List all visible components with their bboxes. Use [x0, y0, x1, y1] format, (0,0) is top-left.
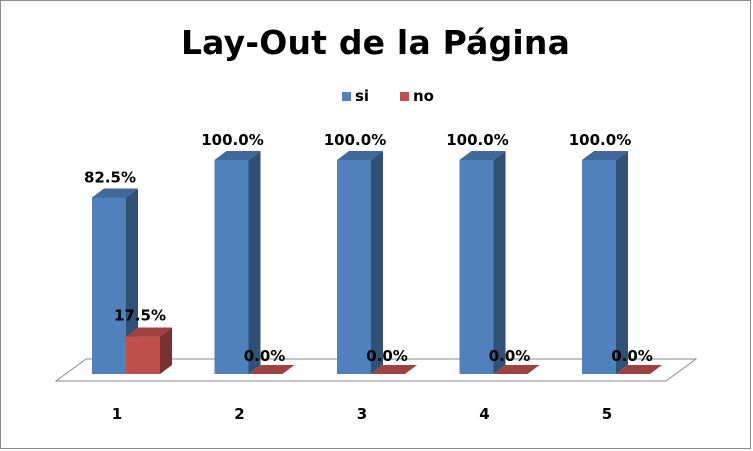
data-label-si-4: 100.0% — [446, 131, 508, 149]
bar-no-1 — [126, 327, 172, 374]
bar-front-face — [337, 160, 371, 374]
bar-si-3 — [337, 151, 383, 374]
data-label-si-2: 100.0% — [201, 131, 263, 149]
bar-top-face — [214, 151, 261, 160]
chart-bars — [92, 151, 662, 374]
bar-side-face — [371, 151, 383, 374]
bar-side-face — [160, 327, 172, 374]
bar-side-face — [616, 151, 628, 374]
data-label-si-5: 100.0% — [569, 131, 631, 149]
chart-title: Lay-Out de la Página — [180, 23, 571, 62]
bar-front-face — [126, 336, 160, 374]
bar-top-face — [337, 151, 383, 160]
bar-front-face — [459, 160, 494, 374]
legend-swatch-no — [400, 92, 409, 101]
data-label-no-3: 0.0% — [366, 347, 408, 365]
bar-top-face — [92, 188, 138, 198]
category-label-5: 5 — [602, 405, 612, 423]
bar-si-4 — [459, 151, 506, 374]
bar-front-face — [582, 160, 616, 374]
category-label-2: 2 — [234, 405, 244, 423]
bar-si-5 — [582, 151, 628, 374]
bar-flat-face — [248, 365, 295, 374]
bar-top-face — [582, 151, 628, 160]
legend-label-no: no — [413, 87, 434, 105]
bar-no-5 — [616, 365, 662, 374]
bar-flat-face — [371, 365, 417, 374]
bar-si-2 — [214, 151, 261, 374]
bar-no-2 — [248, 365, 295, 374]
category-label-1: 1 — [112, 405, 122, 423]
data-label-no-4: 0.0% — [489, 347, 531, 365]
bar-top-face — [126, 327, 172, 337]
category-label-3: 3 — [357, 405, 367, 423]
bar-front-face — [92, 197, 126, 374]
legend-label-si: si — [355, 87, 369, 105]
legend-swatch-si — [342, 92, 351, 101]
bar-no-4 — [493, 365, 540, 374]
bar-side-face — [493, 151, 506, 374]
data-label-no-5: 0.0% — [611, 347, 653, 365]
bar-flat-face — [493, 365, 540, 374]
data-label-no-2: 0.0% — [244, 347, 286, 365]
bar-side-face — [126, 188, 138, 374]
bar-flat-face — [616, 365, 662, 374]
data-label-si-3: 100.0% — [324, 131, 386, 149]
chart-legend: si no — [342, 87, 434, 105]
data-label-si-1: 82.5% — [84, 168, 136, 186]
bar-no-3 — [371, 365, 417, 374]
chart-data-labels: 82.5% 17.5% 100.0% 0.0% 100.0% 0.0% 100.0% 0.0%… — [84, 131, 653, 365]
data-label-no-1: 17.5% — [114, 307, 166, 325]
bar-top-face — [459, 151, 506, 160]
category-label-4: 4 — [479, 405, 489, 423]
bar-si-1 — [92, 188, 138, 374]
chart-category-axis: 1 2 3 4 5 — [112, 405, 612, 423]
bar-side-face — [248, 151, 261, 374]
bar-front-face — [214, 160, 249, 374]
